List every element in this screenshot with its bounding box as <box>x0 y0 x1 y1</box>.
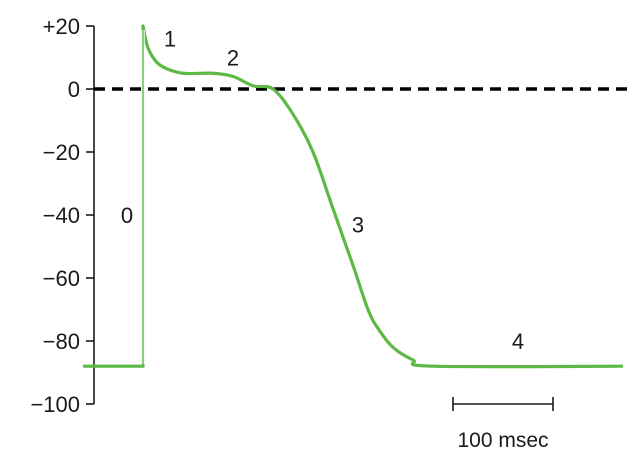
phase-label: 1 <box>164 27 176 52</box>
series-line <box>83 24 624 369</box>
phase-labels: 0 1 2 3 4 <box>121 27 524 354</box>
y-tick-label: 0 <box>68 77 80 102</box>
y-tick-label: −20 <box>43 140 80 165</box>
y-tick-label: +20 <box>43 14 80 39</box>
y-tick-label: −40 <box>43 203 80 228</box>
y-tick-label: −60 <box>43 266 80 291</box>
phase-label: 4 <box>512 329 524 354</box>
y-tick-label: −80 <box>43 329 80 354</box>
y-axis-group: +20 0 −20 −40 −60 −80 −100 <box>30 14 95 417</box>
time-scale-bar: 100 msec <box>452 397 554 452</box>
y-ticks: +20 0 −20 −40 −60 −80 −100 <box>30 14 94 417</box>
phase-label: 3 <box>352 212 364 237</box>
phase-label: 0 <box>121 203 133 228</box>
phase-label: 2 <box>227 46 239 71</box>
scale-bar-label: 100 msec <box>457 429 548 452</box>
y-tick-label: −100 <box>30 392 80 417</box>
series-group <box>83 24 624 369</box>
